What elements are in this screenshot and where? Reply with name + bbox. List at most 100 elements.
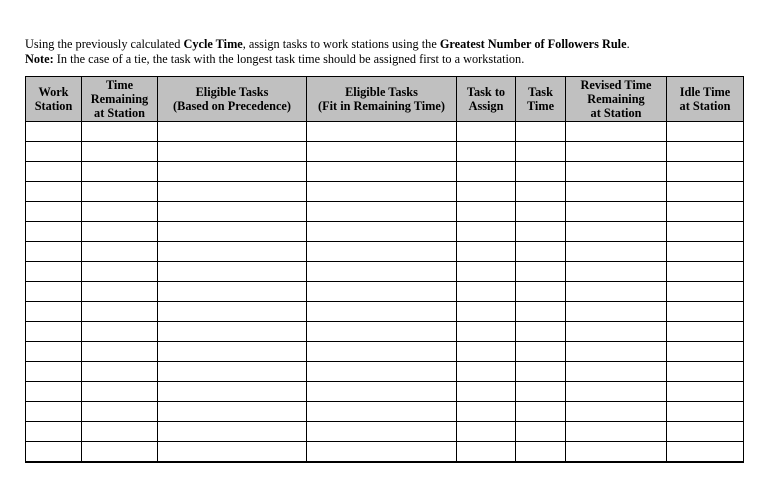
table-cell[interactable] bbox=[306, 321, 457, 342]
table-cell[interactable] bbox=[565, 341, 667, 362]
table-cell[interactable] bbox=[157, 141, 307, 162]
table-cell[interactable] bbox=[666, 361, 744, 382]
table-cell[interactable] bbox=[565, 181, 667, 202]
table-cell[interactable] bbox=[666, 381, 744, 402]
table-cell[interactable] bbox=[157, 301, 307, 322]
table-cell[interactable] bbox=[157, 381, 307, 402]
table-cell[interactable] bbox=[25, 441, 82, 463]
table-cell[interactable] bbox=[81, 161, 158, 182]
table-cell[interactable] bbox=[25, 261, 82, 282]
table-cell[interactable] bbox=[456, 141, 516, 162]
table-cell[interactable] bbox=[515, 201, 566, 222]
table-cell[interactable] bbox=[25, 321, 82, 342]
table-cell[interactable] bbox=[81, 241, 158, 262]
table-cell[interactable] bbox=[565, 281, 667, 302]
table-cell[interactable] bbox=[81, 381, 158, 402]
table-cell[interactable] bbox=[666, 161, 744, 182]
table-cell[interactable] bbox=[157, 321, 307, 342]
table-cell[interactable] bbox=[515, 181, 566, 202]
table-cell[interactable] bbox=[81, 441, 158, 463]
table-cell[interactable] bbox=[666, 141, 744, 162]
table-cell[interactable] bbox=[515, 341, 566, 362]
table-cell[interactable] bbox=[666, 241, 744, 262]
table-cell[interactable] bbox=[157, 221, 307, 242]
table-cell[interactable] bbox=[81, 421, 158, 442]
table-cell[interactable] bbox=[456, 221, 516, 242]
table-cell[interactable] bbox=[565, 141, 667, 162]
table-cell[interactable] bbox=[565, 241, 667, 262]
table-cell[interactable] bbox=[456, 441, 516, 463]
table-cell[interactable] bbox=[25, 301, 82, 322]
table-cell[interactable] bbox=[157, 401, 307, 422]
table-cell[interactable] bbox=[515, 361, 566, 382]
table-cell[interactable] bbox=[565, 441, 667, 463]
table-cell[interactable] bbox=[565, 221, 667, 242]
table-cell[interactable] bbox=[456, 401, 516, 422]
table-cell[interactable] bbox=[456, 261, 516, 282]
table-cell[interactable] bbox=[666, 261, 744, 282]
table-cell[interactable] bbox=[515, 241, 566, 262]
table-cell[interactable] bbox=[306, 361, 457, 382]
table-cell[interactable] bbox=[81, 301, 158, 322]
table-cell[interactable] bbox=[25, 381, 82, 402]
table-cell[interactable] bbox=[666, 341, 744, 362]
table-cell[interactable] bbox=[25, 221, 82, 242]
table-cell[interactable] bbox=[81, 141, 158, 162]
table-cell[interactable] bbox=[515, 421, 566, 442]
table-cell[interactable] bbox=[81, 121, 158, 142]
table-cell[interactable] bbox=[157, 281, 307, 302]
table-cell[interactable] bbox=[456, 281, 516, 302]
table-cell[interactable] bbox=[157, 441, 307, 463]
table-cell[interactable] bbox=[25, 201, 82, 222]
table-cell[interactable] bbox=[25, 121, 82, 142]
table-cell[interactable] bbox=[456, 201, 516, 222]
table-cell[interactable] bbox=[456, 181, 516, 202]
table-cell[interactable] bbox=[456, 341, 516, 362]
table-cell[interactable] bbox=[25, 401, 82, 422]
table-cell[interactable] bbox=[565, 121, 667, 142]
table-cell[interactable] bbox=[306, 121, 457, 142]
table-cell[interactable] bbox=[157, 421, 307, 442]
table-cell[interactable] bbox=[515, 141, 566, 162]
table-cell[interactable] bbox=[157, 341, 307, 362]
table-cell[interactable] bbox=[306, 161, 457, 182]
table-cell[interactable] bbox=[666, 121, 744, 142]
table-cell[interactable] bbox=[81, 321, 158, 342]
table-cell[interactable] bbox=[515, 161, 566, 182]
table-cell[interactable] bbox=[515, 401, 566, 422]
table-cell[interactable] bbox=[565, 421, 667, 442]
table-cell[interactable] bbox=[456, 421, 516, 442]
table-cell[interactable] bbox=[306, 421, 457, 442]
table-cell[interactable] bbox=[157, 181, 307, 202]
table-cell[interactable] bbox=[81, 341, 158, 362]
table-cell[interactable] bbox=[515, 301, 566, 322]
table-cell[interactable] bbox=[306, 281, 457, 302]
table-cell[interactable] bbox=[565, 261, 667, 282]
table-cell[interactable] bbox=[456, 321, 516, 342]
table-cell[interactable] bbox=[515, 261, 566, 282]
table-cell[interactable] bbox=[456, 381, 516, 402]
table-cell[interactable] bbox=[25, 241, 82, 262]
table-cell[interactable] bbox=[565, 161, 667, 182]
table-cell[interactable] bbox=[666, 301, 744, 322]
table-cell[interactable] bbox=[157, 161, 307, 182]
table-cell[interactable] bbox=[666, 181, 744, 202]
table-cell[interactable] bbox=[515, 381, 566, 402]
table-cell[interactable] bbox=[565, 301, 667, 322]
table-cell[interactable] bbox=[515, 221, 566, 242]
table-cell[interactable] bbox=[456, 301, 516, 322]
table-cell[interactable] bbox=[565, 361, 667, 382]
table-cell[interactable] bbox=[565, 321, 667, 342]
table-cell[interactable] bbox=[666, 281, 744, 302]
table-cell[interactable] bbox=[306, 141, 457, 162]
table-cell[interactable] bbox=[666, 321, 744, 342]
table-cell[interactable] bbox=[25, 141, 82, 162]
table-cell[interactable] bbox=[666, 201, 744, 222]
table-cell[interactable] bbox=[157, 361, 307, 382]
table-cell[interactable] bbox=[666, 421, 744, 442]
table-cell[interactable] bbox=[25, 281, 82, 302]
table-cell[interactable] bbox=[306, 401, 457, 422]
table-cell[interactable] bbox=[81, 201, 158, 222]
table-cell[interactable] bbox=[565, 401, 667, 422]
table-cell[interactable] bbox=[306, 201, 457, 222]
